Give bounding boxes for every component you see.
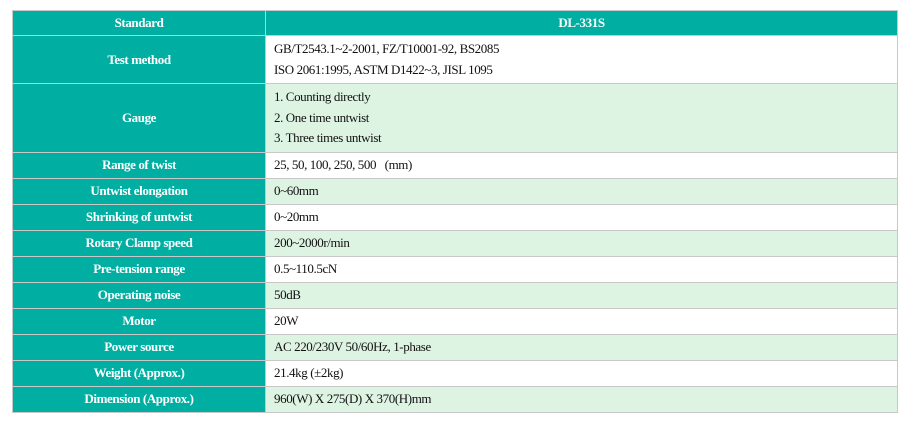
- row-value: 21.4kg (±2kg): [265, 359, 898, 387]
- row-label: Rotary Clamp speed: [12, 229, 266, 257]
- row-value: 200~2000r/min: [265, 229, 898, 257]
- row-value: GB/T2543.1~2-2001, FZ/T10001-92, BS2085 I…: [265, 35, 898, 84]
- table-row: Gauge 1. Counting directly 2. One time unt…: [12, 83, 898, 153]
- row-value: 0~60mm: [265, 177, 898, 205]
- value-line: 1. Counting directly: [274, 89, 371, 104]
- value-line: 20W: [274, 312, 299, 328]
- value-line: GB/T2543.1~2-2001, FZ/T10001-92, BS2085: [274, 41, 500, 56]
- row-value: 25, 50, 100, 250, 500 (mm): [265, 151, 898, 179]
- row-label: Dimension (Approx.): [12, 385, 266, 413]
- row-value: 20W: [265, 307, 898, 335]
- value-line: 50dB: [274, 286, 301, 302]
- row-label: Pre-tension range: [12, 255, 266, 283]
- table-row: Pre-tension range 0.5~110.5cN: [12, 255, 898, 283]
- row-label: Motor: [12, 307, 266, 335]
- row-value: 0.5~110.5cN: [265, 255, 898, 283]
- row-label: Operating noise: [12, 281, 266, 309]
- value-line: 25, 50, 100, 250, 500 (mm): [274, 156, 412, 172]
- value-line: 0~20mm: [274, 208, 319, 224]
- row-label: Range of twist: [12, 151, 266, 179]
- table-row: Range of twist 25, 50, 100, 250, 500 (mm): [12, 151, 898, 179]
- spec-table: Standard DL-331S Test method GB/T2543.1~2…: [12, 10, 898, 413]
- value-line: 200~2000r/min: [274, 234, 350, 250]
- table-row: Weight (Approx.) 21.4kg (±2kg): [12, 359, 898, 387]
- value-line: ISO 2061:1995, ASTM D1422~3, JISL 1095: [274, 61, 493, 77]
- row-label: Gauge: [12, 83, 266, 153]
- value-line: 0~60mm: [274, 182, 319, 198]
- header-label: Standard: [12, 10, 266, 36]
- row-value: 1. Counting directly 2. One time untwist 3…: [265, 83, 898, 153]
- row-value: 960(W) X 275(D) X 370(H)mm: [265, 385, 898, 413]
- row-value: AC 220/230V 50/60Hz, 1-phase: [265, 333, 898, 361]
- row-value: 0~20mm: [265, 203, 898, 231]
- value-line: 2. One time untwist: [274, 109, 369, 125]
- value-line: 3. Three times untwist: [274, 130, 382, 145]
- value-line: 0.5~110.5cN: [274, 260, 337, 276]
- value-line: 960(W) X 275(D) X 370(H)mm: [274, 390, 432, 406]
- row-label: Shrinking of untwist: [12, 203, 266, 231]
- row-label: Power source: [12, 333, 266, 361]
- table-header-row: Standard DL-331S: [12, 10, 898, 36]
- value-line: AC 220/230V 50/60Hz, 1-phase: [274, 338, 431, 354]
- table-row: Dimension (Approx.) 960(W) X 275(D) X 370…: [12, 385, 898, 413]
- table-row: Shrinking of untwist 0~20mm: [12, 203, 898, 231]
- row-label: Test method: [12, 35, 266, 84]
- table-row: Power source AC 220/230V 50/60Hz, 1-phase: [12, 333, 898, 361]
- header-model: DL-331S: [265, 10, 898, 36]
- table-row: Test method GB/T2543.1~2-2001, FZ/T10001-…: [12, 35, 898, 84]
- table-row: Operating noise 50dB: [12, 281, 898, 309]
- row-label: Weight (Approx.): [12, 359, 266, 387]
- row-value: 50dB: [265, 281, 898, 309]
- row-label: Untwist elongation: [12, 177, 266, 205]
- table-row: Untwist elongation 0~60mm: [12, 177, 898, 205]
- table-row: Motor 20W: [12, 307, 898, 335]
- table-row: Rotary Clamp speed 200~2000r/min: [12, 229, 898, 257]
- value-line: 21.4kg (±2kg): [274, 364, 344, 380]
